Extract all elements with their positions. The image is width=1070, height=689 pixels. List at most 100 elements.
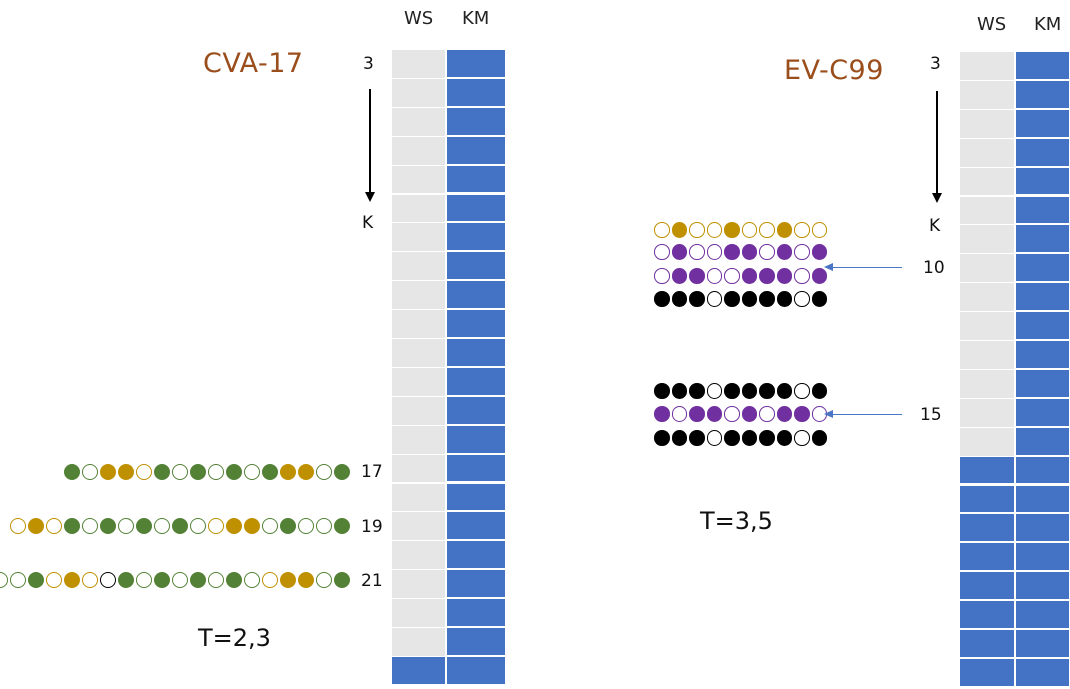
- km-cell: [447, 367, 505, 397]
- km-cell: [1016, 630, 1069, 659]
- open-bead: [316, 572, 332, 588]
- filled-bead: [136, 518, 152, 534]
- open-bead: [172, 464, 188, 480]
- filled-bead: [118, 572, 134, 588]
- open-bead: [811, 222, 827, 238]
- km-cell: [1016, 456, 1069, 486]
- open-bead: [262, 518, 278, 534]
- bead-row: [654, 244, 829, 260]
- km-cell: [447, 483, 505, 513]
- open-bead: [82, 572, 98, 588]
- filled-bead: [759, 268, 775, 284]
- open-bead: [46, 572, 62, 588]
- km-cell: [1016, 427, 1069, 457]
- km-cell: [447, 628, 505, 657]
- open-bead: [136, 572, 152, 588]
- bead-row: [64, 464, 352, 480]
- km-cell: [447, 541, 505, 571]
- filled-bead: [689, 383, 705, 399]
- filled-bead: [244, 518, 260, 534]
- km-cell: [1016, 52, 1069, 81]
- ws-cell: [960, 398, 1014, 428]
- km-cell: [447, 599, 505, 628]
- open-bead: [706, 268, 722, 284]
- open-bead: [706, 291, 722, 307]
- ws-cell: [392, 107, 445, 137]
- km-cell: [1016, 312, 1069, 341]
- ws-cell: [960, 138, 1014, 168]
- bead-row: [0, 572, 352, 588]
- km-cell: [447, 165, 505, 195]
- open-bead: [100, 572, 116, 588]
- ws-cell: [392, 656, 445, 686]
- ws-cell: [392, 339, 445, 368]
- filled-bead: [759, 430, 775, 446]
- filled-bead: [811, 383, 827, 399]
- open-bead: [794, 291, 810, 307]
- km-cell: [1016, 572, 1069, 602]
- open-bead: [724, 268, 740, 284]
- filled-bead: [724, 244, 740, 260]
- km-cell: [1016, 485, 1069, 515]
- filled-bead: [118, 464, 134, 480]
- start-label: 3: [363, 54, 374, 74]
- filled-bead: [280, 572, 296, 588]
- open-bead: [759, 222, 775, 238]
- open-bead: [172, 572, 188, 588]
- bead-row-label: 19: [361, 517, 383, 537]
- filled-bead: [226, 572, 242, 588]
- ws-cell: [392, 570, 445, 600]
- filled-bead: [689, 291, 705, 307]
- ws-cell: [392, 396, 445, 426]
- km-cell: [1016, 658, 1069, 688]
- column-header-km: KM: [1034, 14, 1062, 35]
- open-bead: [794, 222, 810, 238]
- km-cell: [447, 454, 505, 484]
- open-bead: [706, 244, 722, 260]
- open-bead: [0, 572, 8, 588]
- ws-cell: [960, 167, 1014, 197]
- filled-bead: [334, 572, 350, 588]
- km-cell: [447, 281, 505, 311]
- filled-bead: [154, 464, 170, 480]
- filled-bead: [776, 406, 792, 422]
- km-cell: [447, 396, 505, 426]
- filled-bead: [280, 518, 296, 534]
- ws-cell: [392, 78, 445, 108]
- km-cell: [1016, 196, 1069, 226]
- km-cell: [1016, 543, 1069, 573]
- ws-cell: [960, 283, 1014, 313]
- filled-bead: [776, 383, 792, 399]
- open-bead: [794, 383, 810, 399]
- bead-row: [654, 430, 829, 446]
- ws-cell: [960, 225, 1014, 255]
- km-cell: [447, 194, 505, 224]
- open-bead: [759, 244, 775, 260]
- km-cell: [447, 223, 505, 253]
- ws-cell: [960, 80, 1014, 110]
- filled-bead: [100, 464, 116, 480]
- column-header-ws: WS: [404, 8, 434, 29]
- ws-cell: [960, 369, 1014, 399]
- position-label: 10: [923, 258, 945, 278]
- km-cell: [1016, 283, 1069, 313]
- filled-bead: [334, 518, 350, 534]
- ws-cell: [960, 196, 1014, 226]
- virus-title: CVA-17: [203, 48, 304, 79]
- filled-bead: [811, 244, 827, 260]
- filled-bead: [64, 518, 80, 534]
- open-bead: [82, 464, 98, 480]
- down-arrow-icon: [365, 89, 375, 202]
- filled-bead: [759, 291, 775, 307]
- bead-row-label: 21: [361, 571, 383, 591]
- bead-row-label: 17: [361, 462, 383, 482]
- filled-bead: [190, 464, 206, 480]
- filled-bead: [262, 464, 278, 480]
- filled-bead: [759, 383, 775, 399]
- km-cell: [1016, 80, 1069, 110]
- open-bead: [316, 518, 332, 534]
- km-cell: [1016, 369, 1069, 399]
- open-bead: [654, 222, 670, 238]
- t-number-label: T=2,3: [198, 624, 271, 652]
- filled-bead: [671, 244, 687, 260]
